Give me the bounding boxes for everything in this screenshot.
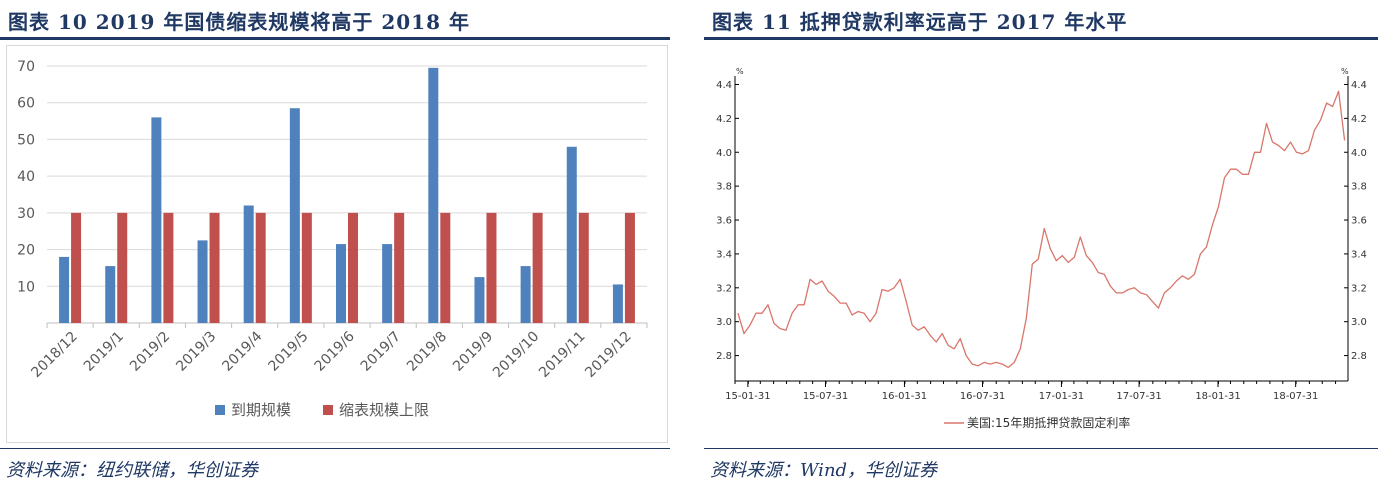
y-tick-label: 50	[17, 132, 35, 148]
x-tick-label: 17-07-31	[1116, 391, 1161, 402]
bar-cap	[624, 212, 635, 323]
bar-maturity	[612, 284, 623, 323]
bar-maturity	[336, 244, 346, 323]
x-tick-label: 16-07-31	[960, 391, 1005, 402]
x-tick-label: 2019/12	[582, 329, 634, 381]
unit-right: %	[1341, 67, 1349, 76]
y-tick-label: 40	[17, 169, 35, 185]
x-tick-label: 2019/5	[266, 329, 312, 375]
bar-maturity	[474, 277, 485, 323]
bar-cap	[440, 212, 451, 323]
legend-label: 美国:15年期抵押贷款固定利率	[967, 415, 1130, 430]
figure-10-title: 图表 10 2019 年国债缩表规模将高于 2018 年	[8, 10, 470, 34]
bar-cap	[255, 212, 266, 323]
bar-cap	[301, 212, 312, 323]
bar-cap	[117, 212, 128, 323]
bar-cap	[163, 212, 174, 323]
x-tick-label: 17-01-31	[1039, 391, 1084, 402]
x-tick-label: 2019/3	[173, 329, 219, 375]
y-tick-label-right: 4.4	[1351, 80, 1367, 91]
source-rule	[0, 448, 670, 449]
y-tick-label-left: 3.4	[716, 249, 732, 260]
y-tick-label-left: 3.8	[716, 182, 732, 193]
legend-label-maturity: 到期规模	[231, 401, 291, 419]
y-tick-label-left: 4.0	[716, 148, 732, 159]
bar-maturity	[566, 146, 577, 323]
bar-maturity	[428, 67, 439, 323]
y-tick-label-right: 3.8	[1351, 182, 1367, 193]
bar-maturity	[243, 205, 254, 323]
bar-maturity	[520, 266, 531, 323]
y-tick-label-left: 4.4	[716, 80, 732, 91]
y-tick-label-left: 3.2	[716, 283, 732, 294]
x-tick-label: 18-07-31	[1273, 391, 1318, 402]
figure-11-panel: 图表 11 抵押贷款利率远高于 2017 年水平 %% 2.8 2.8 3.0 3.0 3…	[704, 0, 1381, 487]
bar-maturity	[197, 240, 208, 323]
bar-maturity	[59, 256, 70, 323]
x-tick-label: 18-01-31	[1195, 391, 1240, 402]
y-tick-label-left: 2.8	[716, 351, 732, 362]
figure-11-source: 资料来源：Wind，华创证券	[710, 460, 938, 481]
y-tick-label: 60	[17, 96, 35, 112]
x-tick-label: 2019/9	[450, 329, 496, 375]
bar-chart-frame: 10 20 30 40 50 60 70 2018/12 2019/1 2019/2 2019/3 2…	[6, 45, 668, 443]
y-tick-label: 30	[17, 206, 35, 222]
y-tick-label: 20	[17, 243, 35, 259]
y-tick-label-left: 3.6	[716, 216, 732, 227]
x-tick-label: 2019/6	[312, 328, 358, 374]
x-tick-label: 2019/1	[81, 329, 127, 375]
x-tick-label: 2019/10	[490, 329, 542, 381]
x-tick-label: 15-07-31	[803, 391, 848, 402]
y-tick-label-right: 4.0	[1351, 148, 1367, 159]
legend-label-cap: 缩表规模上限	[339, 401, 429, 419]
y-tick-label-left: 4.2	[716, 114, 732, 125]
bar-maturity	[151, 117, 162, 324]
unit-left: %	[736, 67, 744, 76]
bar-cap	[348, 212, 358, 323]
line-chart: % % 2.8 2.8 3.0 3.0 3.2 3.2 3.4 3.4 3.6 3.6 3.8 3.8 4.…	[716, 67, 1367, 430]
x-tick-label: 2019/11	[536, 329, 588, 381]
figure-11-title: 图表 11 抵押贷款利率远高于 2017 年水平	[712, 10, 1128, 34]
y-tick-label-left: 3.0	[716, 317, 732, 328]
y-tick-label: 70	[17, 59, 35, 75]
x-tick-label: 2019/8	[404, 329, 450, 375]
y-tick-label-right: 4.2	[1351, 114, 1367, 125]
bar-cap	[532, 212, 543, 323]
legend-swatch-cap	[323, 405, 333, 415]
y-tick-label-right: 2.8	[1351, 351, 1367, 362]
bar-cap	[71, 212, 82, 323]
series-line-mortgage-rate	[737, 90, 1346, 369]
bar-maturity	[289, 108, 300, 323]
bar-cap	[209, 212, 220, 323]
y-tick-label-right: 3.6	[1351, 216, 1367, 227]
x-tick-label: 15-01-31	[725, 391, 770, 402]
y-tick-label-right: 3.4	[1351, 249, 1367, 260]
title-underline	[0, 37, 670, 40]
y-tick-label: 10	[17, 279, 35, 295]
figure-10-panel: 图表 10 2019 年国债缩表规模将高于 2018 年 10 20 30 40 50 6…	[0, 0, 672, 487]
x-tick-label: 2018/12	[28, 329, 80, 381]
x-tick-label: 2019/7	[358, 329, 404, 375]
bar-maturity	[105, 266, 116, 323]
bar-cap	[578, 212, 589, 323]
x-tick-label: 2019/4	[219, 328, 265, 374]
bar-maturity	[382, 244, 393, 323]
legend-swatch-maturity	[215, 405, 225, 415]
bar-cap	[486, 212, 497, 323]
bar-cap	[394, 212, 405, 323]
y-tick-label-right: 3.2	[1351, 283, 1367, 294]
x-tick-label: 2019/2	[127, 329, 173, 375]
y-tick-label-right: 3.0	[1351, 317, 1367, 328]
source-rule	[704, 448, 1378, 449]
figure-10-source: 资料来源：纽约联储，华创证券	[6, 460, 258, 481]
line-chart-frame: %% 2.8 2.8 3.0 3.0 3.2 3.2 3.4 3.4 3.6 3.6 3.8 3.8 4.…	[706, 45, 1376, 441]
x-tick-label: 16-01-31	[882, 391, 927, 402]
title-underline	[704, 37, 1378, 40]
